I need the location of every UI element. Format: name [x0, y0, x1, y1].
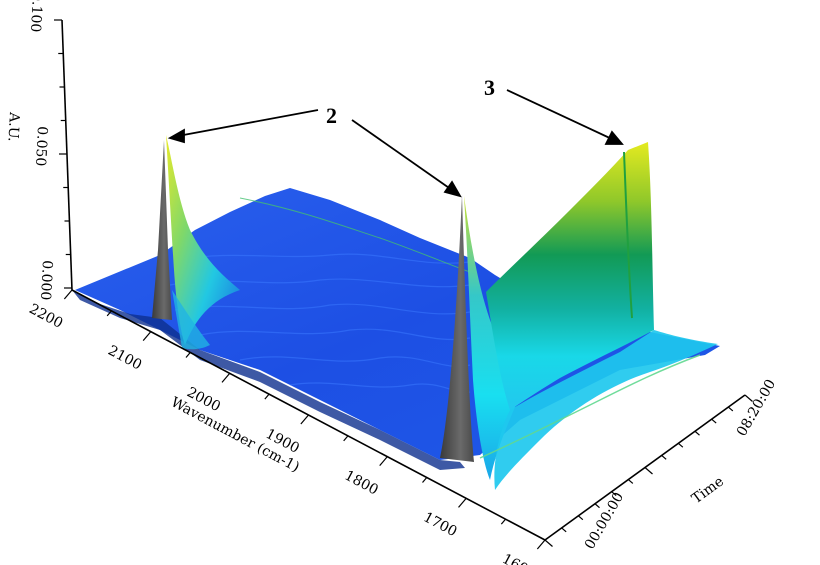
x-axis-tick-minor: [500, 518, 507, 525]
x-axis-tick-label: 1800: [342, 468, 381, 499]
x-axis-tick-minor: [343, 435, 349, 442]
z-axis-tick-label: 0.100: [27, 0, 45, 33]
x-axis-tick-major: [300, 414, 309, 425]
y-axis-tick-label: 00:00:00: [582, 490, 627, 552]
y-axis-tick-minor: [611, 491, 617, 497]
surface-ridge-line: [239, 197, 471, 273]
y-axis-tick-major: [744, 394, 753, 402]
x-axis-tick-label: 1600: [499, 551, 538, 565]
x-axis-tick-minor: [106, 310, 112, 317]
x-axis-tick-major: [536, 539, 546, 550]
peak-3-tail: [494, 330, 718, 490]
spectral-surface: [72, 135, 720, 490]
x-axis-tick-label: 2200: [26, 301, 65, 332]
arrow-2-right: [351, 119, 453, 191]
y-axis-tick-minor: [577, 515, 584, 521]
y-axis-tick-label: 08:20:00: [734, 377, 779, 439]
surface-front-edge: [72, 290, 465, 470]
peak-3-edge-line: [623, 151, 633, 319]
y-axis-tick-minor: [627, 479, 634, 484]
x-axis-tick-major: [142, 331, 152, 342]
x-axis-tick-major: [458, 497, 467, 508]
peak-3-wall: [486, 142, 654, 410]
peak-1-base: [172, 290, 210, 350]
y-axis-tick-minor: [561, 527, 567, 533]
peak-1-surface: [166, 135, 240, 345]
callout-2-label: 2: [326, 103, 337, 128]
z-axis-tick-label: 0.000: [37, 260, 55, 301]
y-axis-tick-major: [544, 539, 553, 547]
x-axis-tick-minor: [264, 393, 270, 400]
x-axis-tick-minor: [185, 352, 191, 358]
y-axis-tick-minor: [727, 406, 734, 412]
peak-3-tail-ridge: [479, 354, 701, 459]
y-axis-tick-minor: [677, 442, 684, 448]
peak-2-surface: [464, 196, 518, 480]
y-axis-tick-minor: [594, 503, 600, 509]
y-axis-tick-minor: [661, 454, 667, 460]
z-axis-line: [61, 19, 73, 291]
y-axis-tick-minor: [711, 418, 717, 424]
x-axis-tick-label: 1700: [421, 509, 460, 540]
x-axis-tick-major: [379, 456, 388, 467]
x-axis-tick-major: [63, 289, 73, 300]
y-axis-title: Time: [689, 473, 727, 507]
peak-2-shadow: [440, 195, 474, 462]
callout-3-label: 3: [484, 75, 495, 100]
peak-1-shadow: [152, 140, 172, 320]
y-axis-tick-major: [644, 467, 653, 475]
x-axis-tick-label: 2100: [105, 343, 144, 374]
callout-arrows: [167, 89, 624, 198]
arrow-3: [506, 89, 615, 141]
arrow-2-left: [177, 109, 319, 137]
y-axis-tick-minor: [694, 430, 700, 436]
z-axis-tick-label: 0.050: [32, 126, 50, 167]
x-axis-tick-minor: [422, 477, 428, 483]
x-axis-tick-major: [221, 372, 231, 383]
z-axis-title: A.U.: [4, 111, 22, 142]
